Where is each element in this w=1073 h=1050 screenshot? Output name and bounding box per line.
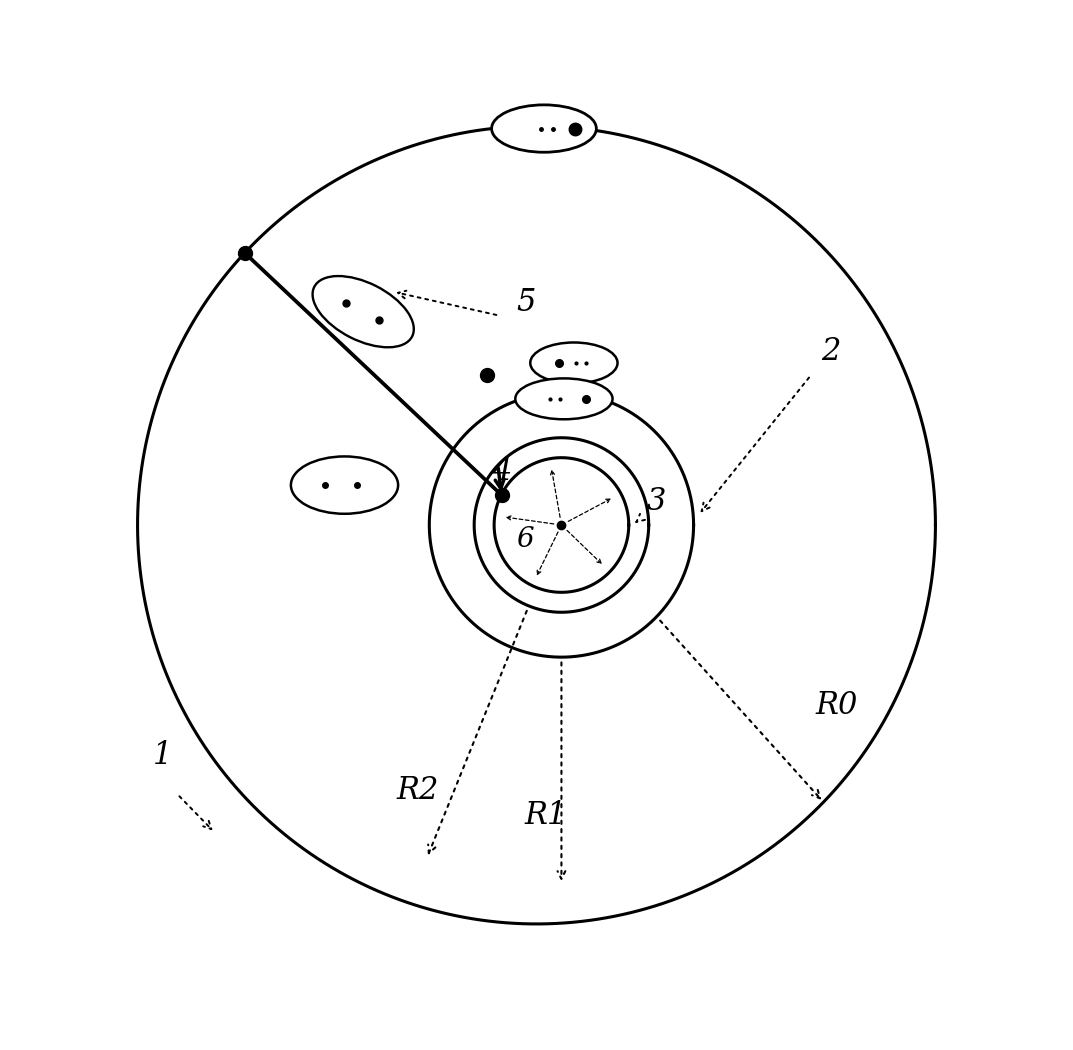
- Text: R0: R0: [815, 691, 858, 721]
- Text: R1: R1: [524, 800, 567, 832]
- Text: 3: 3: [646, 486, 665, 517]
- Text: 2: 2: [821, 336, 840, 367]
- Text: 1: 1: [152, 740, 172, 772]
- Ellipse shape: [291, 457, 398, 513]
- Ellipse shape: [515, 378, 613, 419]
- Text: 6: 6: [516, 526, 534, 553]
- Text: 5: 5: [516, 287, 535, 317]
- Text: R2: R2: [397, 775, 439, 806]
- Ellipse shape: [530, 342, 618, 383]
- Ellipse shape: [312, 276, 414, 348]
- Ellipse shape: [491, 105, 597, 152]
- Text: 4: 4: [491, 456, 511, 487]
